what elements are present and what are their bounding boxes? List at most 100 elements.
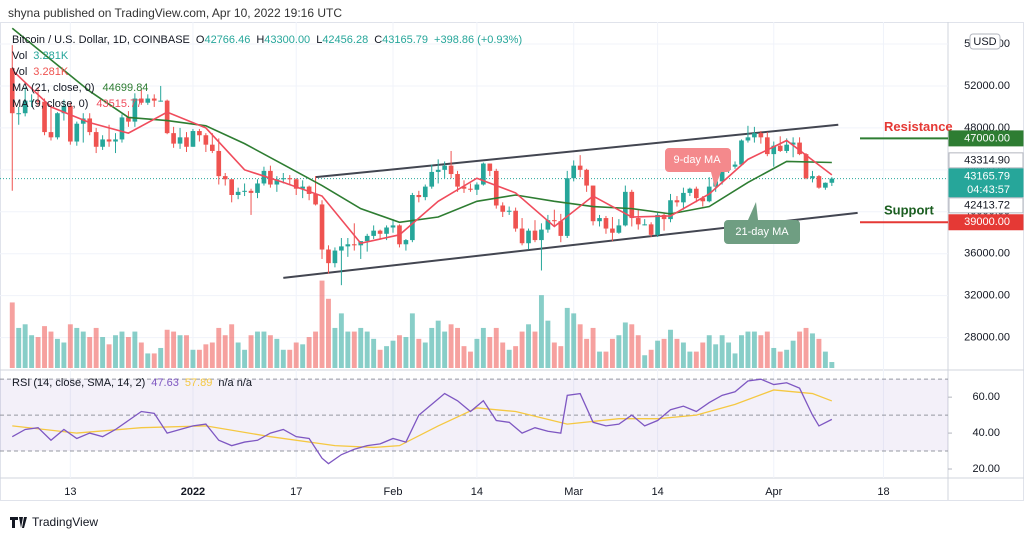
volume-bar <box>345 331 351 368</box>
price-marker-label: 42413.72 <box>964 199 1010 211</box>
candle-body <box>287 178 293 180</box>
volume-bar <box>280 349 286 368</box>
volume-bar <box>745 331 751 368</box>
volume-bar <box>132 331 138 368</box>
volume-bar <box>235 342 241 368</box>
volume-bar <box>726 342 732 368</box>
rsi-tick-label: 40.00 <box>972 427 1000 439</box>
candle-body <box>293 179 299 189</box>
candle-body <box>610 228 615 233</box>
price-marker-box <box>948 214 1024 231</box>
volume-bar <box>732 353 738 368</box>
volume-bar <box>409 313 415 368</box>
ma-line <box>11 27 832 224</box>
candle-body <box>235 191 241 195</box>
candle-body <box>739 140 744 165</box>
volume-bar <box>300 344 306 368</box>
volume-bar <box>513 346 519 368</box>
volume-bar <box>255 331 260 368</box>
candle-body <box>764 137 770 155</box>
legend-item: Bitcoin / U.S. Dollar, 1D, COINBASE <box>12 34 190 46</box>
candle-body <box>306 186 312 194</box>
volume-bar <box>313 331 319 368</box>
volume-bar <box>751 331 757 368</box>
candle-body <box>435 169 441 172</box>
volume-bar <box>158 347 164 368</box>
logo-mark <box>10 517 27 528</box>
volume-bar <box>125 337 131 368</box>
volume-bar <box>693 351 699 368</box>
volume-bar <box>61 342 67 368</box>
price-axis: 13 2022 17 Feb 14 Mar 14 Apr 18 28000.00 32000.00 3… <box>64 33 1024 498</box>
volume-bar <box>9 302 15 368</box>
volume-bar <box>603 351 609 368</box>
candle-body <box>410 195 415 241</box>
candle-body <box>255 183 260 193</box>
volume-bar <box>416 338 422 368</box>
candle-body <box>222 176 228 180</box>
candle-body <box>364 235 370 242</box>
x-tick-label: Feb <box>384 486 403 498</box>
volume-bar <box>822 351 828 368</box>
volume-bar <box>784 349 790 368</box>
candle-body <box>719 169 725 182</box>
candle-body <box>732 164 738 167</box>
legend-row: Bitcoin / U.S. Dollar, 1D, COINBASE O4276… <box>12 34 522 46</box>
candle-body <box>164 100 170 134</box>
volume-bar <box>151 353 157 368</box>
candle-body <box>519 228 525 244</box>
volume-bar <box>790 340 796 368</box>
candle-body <box>345 244 351 247</box>
candle-body <box>687 188 693 193</box>
price-marker-box <box>948 152 1024 169</box>
volume-bar <box>829 362 835 368</box>
candle-body <box>474 184 480 190</box>
legend-item: Vol <box>12 66 27 78</box>
candle-body <box>552 220 557 222</box>
volume-bar <box>487 337 493 368</box>
price-marker-box <box>948 197 1024 214</box>
volume-bar <box>203 344 209 368</box>
candle-body <box>229 179 234 195</box>
volume-bar <box>616 335 622 368</box>
rsi-tick-label: 20.00 <box>972 463 1000 475</box>
candle-body <box>571 165 577 179</box>
ma9-label: 9-day MA <box>673 154 721 166</box>
price-marker-box <box>948 130 1024 147</box>
candle-body <box>461 186 467 189</box>
candle-body <box>493 170 499 206</box>
legend-item: 43300.00 <box>264 34 310 46</box>
legend-item: O <box>196 34 205 46</box>
rsi-line <box>11 378 833 465</box>
candle-body <box>564 178 570 236</box>
candle-body <box>377 230 383 234</box>
candle-body <box>448 165 454 175</box>
rsi-tick-label: 60.00 <box>972 391 1000 403</box>
volume-bar <box>571 313 577 368</box>
candle-body <box>390 225 396 228</box>
volume-bar <box>196 349 202 368</box>
candle-body <box>829 178 835 183</box>
legend-item: H <box>256 34 264 46</box>
volume-bar <box>532 331 538 368</box>
legend-item: MA (21, close, 0) <box>12 82 95 94</box>
legend-item: L <box>316 34 322 46</box>
volume-bar <box>42 326 47 368</box>
candle-body <box>603 218 609 229</box>
volume-bar <box>810 333 815 368</box>
candle-body <box>532 230 538 241</box>
volume-bar <box>584 338 590 368</box>
volume-bar <box>564 307 570 368</box>
candle-body <box>442 165 447 170</box>
volume-bar <box>500 342 506 368</box>
candle-body <box>132 98 138 122</box>
legend-item: 44699.84 <box>103 82 149 94</box>
volume-bar <box>590 327 596 368</box>
volume-bar <box>597 351 602 368</box>
volume-bar <box>164 329 170 368</box>
legend-row: RSI (14, close, SMA, 14, 2) 47.63 57.89 n/a… <box>12 377 253 389</box>
legend-item: 3.281K <box>33 50 69 62</box>
volume-bar <box>358 327 364 368</box>
candle-body <box>681 192 686 203</box>
countdown-label: 04:43:57 <box>967 184 1010 196</box>
